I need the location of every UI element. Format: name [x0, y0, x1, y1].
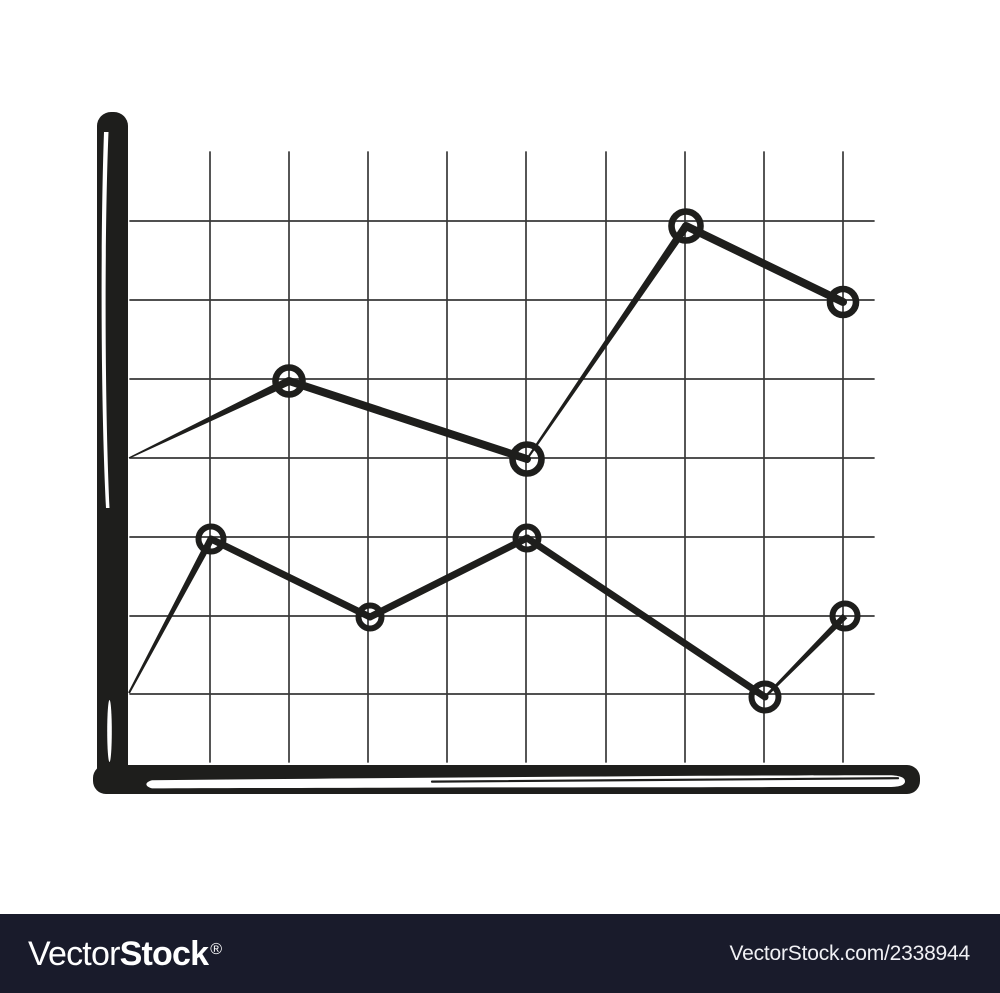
data-point-marker: [272, 364, 306, 398]
data-point-marker: [668, 208, 704, 244]
grid-lines: [129, 151, 875, 763]
data-point-marker: [195, 523, 227, 555]
watermark-bar: VectorStock ® VectorStock.com/2338944: [0, 914, 1000, 993]
registered-mark-icon: ®: [210, 940, 222, 958]
data-point-marker: [355, 602, 385, 632]
vectorstock-logo: VectorStock ®: [28, 934, 222, 973]
y-axis-bar: [97, 112, 128, 782]
y-axis-highlight-lower: [107, 700, 112, 762]
logo-text-vector: Vector: [28, 934, 120, 973]
data-point-marker: [509, 441, 545, 477]
x-axis-inner-stroke: [430, 777, 900, 783]
image-credit-url: VectorStock.com/2338944: [729, 941, 970, 965]
y-axis-highlight: [101, 132, 110, 508]
series-lower-line: [128, 523, 861, 714]
data-point-marker: [512, 523, 542, 553]
chart-series: [128, 208, 861, 714]
logo-text-stock: Stock: [119, 934, 209, 973]
data-point-marker: [829, 600, 861, 632]
data-point-marker: [748, 680, 782, 714]
axes: [93, 112, 920, 794]
series-upper-line: [128, 208, 860, 477]
sketch-line-chart: [93, 112, 920, 794]
data-point-marker: [826, 285, 860, 319]
